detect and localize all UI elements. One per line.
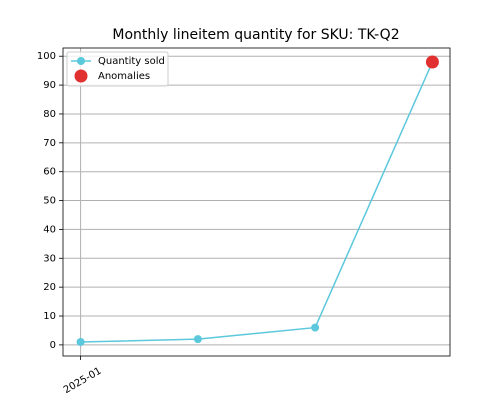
legend-label: Quantity sold (98, 56, 165, 67)
anomaly-marker (425, 55, 439, 69)
y-tick-label: 70 (43, 138, 56, 149)
y-tick-label: 40 (43, 224, 56, 235)
point-marker (76, 338, 85, 346)
y-tick-label: 90 (43, 80, 56, 91)
y-tick-label: 50 (43, 196, 56, 207)
legend-box (66, 51, 169, 87)
plot-frame (62, 47, 451, 357)
y-tick-label: 0 (50, 340, 56, 351)
y-tick-label: 20 (43, 282, 56, 293)
legend: Quantity sold Anomalies (66, 51, 169, 87)
point-marker (193, 335, 202, 344)
chart-title: Monthly lineitem quantity for SKU: TK-Q2 (112, 27, 399, 43)
y-tick-label: 10 (43, 311, 56, 322)
legend-marker (74, 69, 88, 83)
legend-label: Anomalies (98, 71, 150, 82)
y-tick-label: 80 (43, 109, 56, 120)
y-tick-label: 30 (43, 253, 56, 264)
y-tick-label: 60 (43, 167, 56, 178)
y-tick-label: 100 (37, 51, 56, 62)
series-line (80, 61, 434, 343)
point-marker (311, 323, 320, 332)
legend-marker (77, 57, 85, 65)
